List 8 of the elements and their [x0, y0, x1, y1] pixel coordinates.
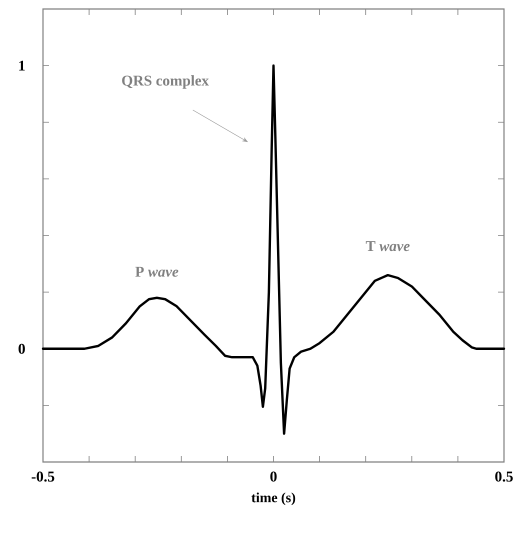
- annotation: P wave: [135, 266, 178, 277]
- annotation: QRS complex: [122, 75, 209, 89]
- x-tick-label: 0: [270, 472, 277, 482]
- annotation: T wave: [366, 241, 410, 252]
- y-tick-label: 1: [19, 60, 25, 71]
- x-axis-title: time (s): [251, 492, 296, 506]
- x-tick-label: -0.5: [32, 472, 54, 482]
- x-tick-label: 0.5: [495, 472, 513, 482]
